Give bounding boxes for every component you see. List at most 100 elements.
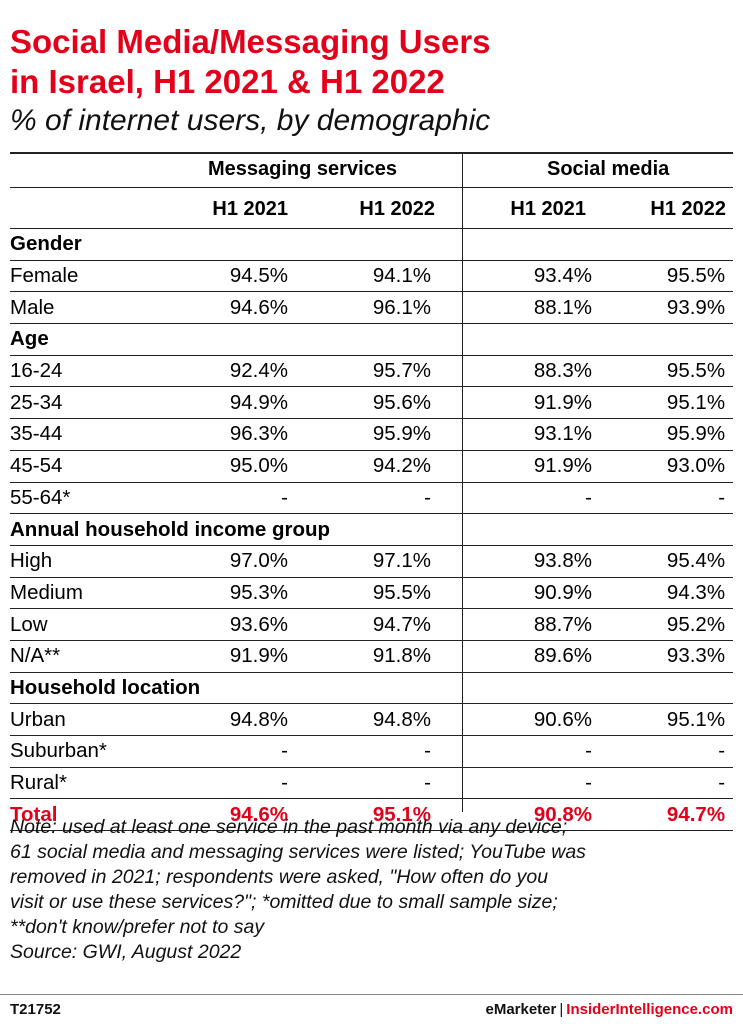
row-label: 35-44: [10, 418, 188, 451]
brand-footer: eMarketer | InsiderIntelligence.com: [485, 1000, 733, 1020]
cell-value: -: [188, 735, 300, 768]
title-line-2: in Israel, H1 2021 & H1 2022: [10, 63, 445, 100]
title-line-1: Social Media/Messaging Users: [10, 23, 491, 60]
chart-title: Social Media/Messaging Users in Israel, …: [10, 22, 735, 102]
cell-value: 95.9%: [300, 418, 462, 451]
cell-value: 93.3%: [599, 639, 734, 673]
note-line: visit or use these services?"; *omitted …: [10, 891, 558, 913]
row-label: Suburban*: [10, 735, 188, 768]
category-row: Gender: [10, 228, 734, 261]
table-row: 16-24 92.4% 95.7% 88.3% 95.5%: [10, 354, 734, 387]
row-label: 45-54: [10, 449, 188, 482]
cell-value: 95.6%: [300, 386, 462, 419]
cell-value: -: [300, 766, 462, 799]
row-label: Male: [10, 291, 188, 324]
cell-value: 95.4%: [599, 544, 734, 578]
col-header-msg-2022: H1 2022: [359, 198, 435, 220]
row-label: Household location: [10, 671, 734, 704]
cell-value: -: [462, 481, 599, 514]
cell-value: 95.7%: [300, 354, 462, 387]
col-header-msg-2021: H1 2021: [212, 198, 288, 220]
group-header-social: Social media: [547, 158, 670, 180]
cell-value: -: [300, 735, 462, 768]
cell-value: 94.7%: [300, 608, 462, 641]
table-row: Low 93.6% 94.7% 88.7% 95.2%: [10, 608, 734, 641]
row-label: Age: [10, 323, 734, 356]
cell-value: 90.8%: [462, 798, 599, 832]
table-row: High 97.0% 97.1% 93.8% 95.4%: [10, 544, 734, 578]
cell-value: -: [462, 735, 599, 768]
table-row: 35-44 96.3% 95.9% 93.1% 95.9%: [10, 418, 734, 451]
row-label: Gender: [10, 228, 734, 261]
cell-value: -: [599, 735, 734, 768]
cell-value: 94.8%: [188, 703, 300, 736]
row-label: High: [10, 544, 188, 578]
category-row: Age: [10, 323, 734, 356]
table-top-rule: [10, 152, 733, 154]
footer-rule: [0, 994, 743, 995]
source-line: Source: GWI, August 2022: [10, 941, 242, 963]
cell-value: 94.2%: [300, 449, 462, 482]
table-row: Female 94.5% 94.1% 93.4% 95.5%: [10, 259, 734, 292]
cell-value: 93.1%: [462, 418, 599, 451]
cell-value: 95.1%: [599, 386, 734, 419]
cell-value: 95.5%: [599, 259, 734, 292]
cell-value: 93.4%: [462, 259, 599, 292]
row-label: 25-34: [10, 386, 188, 419]
cell-value: 95.1%: [300, 798, 462, 832]
cell-value: 97.1%: [300, 544, 462, 578]
row-label: Female: [10, 259, 188, 292]
cell-value: 97.0%: [188, 544, 300, 578]
cell-value: 88.7%: [462, 608, 599, 641]
brand-insiderintelligence: InsiderIntelligence.com: [566, 1001, 733, 1018]
cell-value: 94.6%: [188, 798, 300, 832]
row-label: Low: [10, 608, 188, 641]
brand-separator: |: [559, 1001, 564, 1018]
cell-value: -: [188, 766, 300, 799]
row-label: Total: [10, 798, 188, 832]
category-row: Annual household income group: [10, 513, 734, 546]
cell-value: 95.5%: [599, 354, 734, 387]
table-row: 45-54 95.0% 94.2% 91.9% 93.0%: [10, 449, 734, 482]
cell-value: -: [300, 481, 462, 514]
table-row: 25-34 94.9% 95.6% 91.9% 95.1%: [10, 386, 734, 419]
row-label: Annual household income group: [10, 513, 734, 546]
cell-value: 95.3%: [188, 576, 300, 609]
row-label: 16-24: [10, 354, 188, 387]
cell-value: 95.1%: [599, 703, 734, 736]
footnote: Note: used at least one service in the p…: [10, 815, 735, 965]
cell-value: -: [599, 481, 734, 514]
row-label: 55-64*: [10, 481, 188, 514]
cell-value: 94.7%: [599, 798, 734, 832]
col-header-sm-2021: H1 2021: [510, 198, 586, 220]
cell-value: 92.4%: [188, 354, 300, 387]
cell-value: 93.8%: [462, 544, 599, 578]
cell-value: 90.9%: [462, 576, 599, 609]
chart-code: T21752: [10, 1001, 61, 1018]
cell-value: 95.0%: [188, 449, 300, 482]
brand-emarketer: eMarketer: [485, 1001, 557, 1018]
cell-value: 94.9%: [188, 386, 300, 419]
cell-value: 89.6%: [462, 639, 599, 673]
cell-value: 95.5%: [300, 576, 462, 609]
cell-value: 91.8%: [300, 639, 462, 673]
note-line: Note: used at least one service in the p…: [10, 816, 568, 838]
cell-value: 95.9%: [599, 418, 734, 451]
note-line: removed in 2021; respondents were asked,…: [10, 866, 549, 888]
chart-subtitle: % of internet users, by demographic: [10, 104, 491, 137]
cell-value: 90.6%: [462, 703, 599, 736]
cell-value: 93.0%: [599, 449, 734, 482]
cell-value: 94.1%: [300, 259, 462, 292]
total-row: Total 94.6% 95.1% 90.8% 94.7%: [10, 798, 734, 832]
category-row: Household location: [10, 671, 734, 704]
group-header-messaging: Messaging services: [208, 158, 397, 180]
row-label: N/A**: [10, 639, 188, 673]
cell-value: 96.3%: [188, 418, 300, 451]
table-row: Urban 94.8% 94.8% 90.6% 95.1%: [10, 703, 734, 736]
cell-value: -: [188, 481, 300, 514]
table-row: Male 94.6% 96.1% 88.1% 93.9%: [10, 291, 734, 324]
note-line: **don't know/prefer not to say: [10, 916, 265, 938]
cell-value: 94.3%: [599, 576, 734, 609]
row-label: Medium: [10, 576, 188, 609]
cell-value: -: [462, 766, 599, 799]
